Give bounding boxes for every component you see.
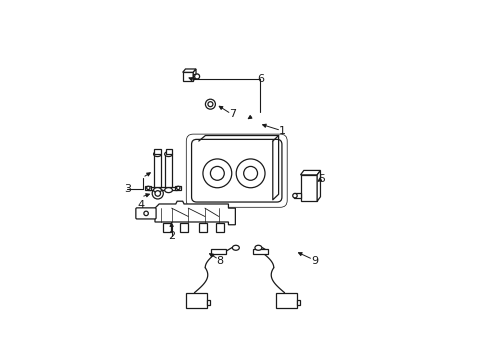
FancyBboxPatch shape: [191, 139, 282, 202]
Polygon shape: [155, 201, 235, 225]
Bar: [163, 223, 171, 232]
Circle shape: [203, 159, 231, 188]
Ellipse shape: [254, 245, 261, 250]
Ellipse shape: [153, 188, 161, 193]
Ellipse shape: [164, 188, 172, 193]
Ellipse shape: [164, 152, 172, 157]
Circle shape: [243, 166, 257, 180]
Circle shape: [236, 159, 264, 188]
Circle shape: [143, 211, 148, 216]
Bar: [185, 293, 207, 308]
Text: 8: 8: [216, 256, 223, 266]
Bar: [252, 249, 267, 253]
Circle shape: [152, 188, 163, 199]
Polygon shape: [317, 170, 320, 201]
Circle shape: [176, 186, 180, 190]
Bar: [216, 223, 224, 232]
Bar: [183, 72, 193, 81]
Text: 6: 6: [256, 74, 263, 84]
Ellipse shape: [232, 245, 239, 250]
Bar: [164, 154, 172, 190]
Circle shape: [194, 74, 199, 79]
Bar: [145, 186, 151, 190]
Text: 2: 2: [168, 231, 175, 241]
Circle shape: [155, 191, 160, 196]
Circle shape: [292, 193, 297, 198]
Bar: [199, 223, 207, 232]
Bar: [300, 175, 317, 201]
Circle shape: [210, 166, 224, 180]
Text: 5: 5: [317, 174, 324, 184]
Text: 7: 7: [228, 109, 236, 119]
Bar: [180, 223, 187, 232]
Bar: [153, 154, 161, 190]
Bar: [154, 149, 160, 154]
Text: 4: 4: [137, 201, 144, 210]
Text: 9: 9: [310, 256, 317, 266]
Polygon shape: [300, 170, 320, 175]
Bar: [175, 186, 181, 190]
Circle shape: [205, 99, 215, 109]
Text: 3: 3: [123, 184, 130, 194]
Bar: [276, 293, 297, 308]
Polygon shape: [183, 69, 196, 72]
Bar: [210, 249, 225, 253]
Bar: [207, 300, 209, 305]
Bar: [165, 149, 171, 154]
Bar: [297, 300, 299, 305]
FancyBboxPatch shape: [136, 208, 156, 219]
Circle shape: [207, 102, 212, 107]
Polygon shape: [193, 69, 196, 81]
Circle shape: [146, 186, 150, 190]
Ellipse shape: [153, 152, 161, 157]
Bar: [193, 74, 198, 78]
Polygon shape: [148, 187, 177, 190]
Bar: [293, 193, 301, 198]
Text: 1: 1: [279, 126, 285, 135]
